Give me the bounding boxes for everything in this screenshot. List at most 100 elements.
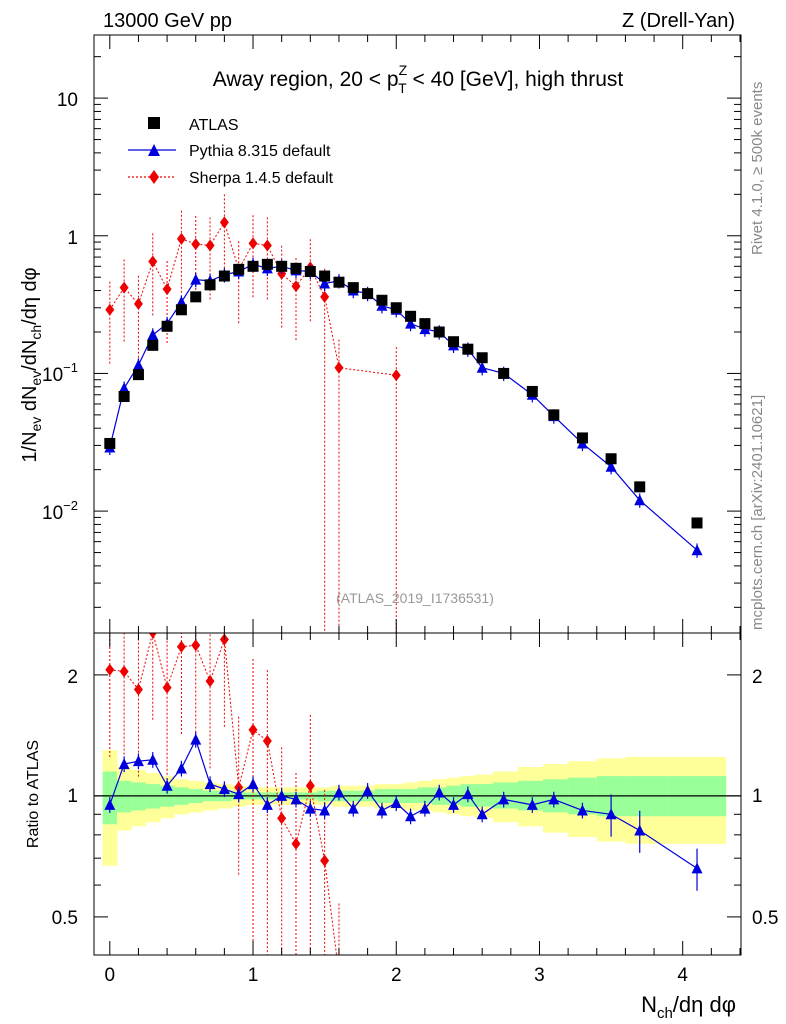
pythia-point [476,361,488,373]
atlas-point [175,304,187,316]
pythia-ratio-point [319,804,331,816]
atlas-point [204,279,216,291]
sherpa-point [320,290,330,303]
sherpa-ratio-point [105,663,115,676]
pythia-ratio-point [548,793,560,805]
pythia-ratio-point [247,778,259,790]
sherpa-ratio-point [277,812,287,825]
pythia-ratio-point [218,783,230,795]
pythia-ratio-point [605,808,617,820]
pythia-ratio-point [476,808,488,820]
atlas-point [498,367,510,379]
sherpa-point [291,280,301,293]
sherpa-point [391,369,401,382]
x-tick-label: 2 [391,965,402,986]
pythia-ratio-point [333,786,345,798]
atlas-point [526,385,538,397]
header-right: Z (Drell-Yan) [622,10,735,32]
pythia-ratio-point [433,786,445,798]
ratio-y-axis-label: Ratio to ATLAS [25,740,42,848]
x-tick-label: 4 [677,965,688,986]
pythia-point [605,460,617,472]
axis-ticks [94,35,741,955]
pythia-line [109,263,698,551]
sherpa-point [248,237,258,250]
sherpa-ratio-point [133,683,143,696]
atlas-point [132,369,144,381]
pythia-ratio-point [576,804,588,816]
sherpa-ratio-point [119,665,129,678]
sherpa-point [176,232,186,245]
pythia-point [147,329,159,341]
atlas-point [548,409,560,421]
sherpa-point [148,255,158,268]
legend-sherpa-label: Sherpa 1.4.5 default [189,170,334,187]
pythia-ratio-point [419,802,431,814]
pythia-ratio-point [405,810,417,822]
sherpa-ratio-point [248,723,258,736]
atlas-point [634,481,646,493]
sherpa-point [191,238,201,251]
band-inner [446,785,462,805]
sherpa-point [133,297,143,310]
sherpa-point [162,283,172,296]
pythia-point [319,277,331,289]
ratio-panel-frame [93,632,742,956]
legend-pythia-marker [148,144,160,156]
pythia-ratio-point [118,758,130,770]
legend-atlas-marker [148,117,160,129]
atlas-point [347,282,359,294]
atlas-point [433,326,445,338]
pythia-ratio-point [304,802,316,814]
ratio-tick-label-2: 2 [67,667,78,688]
atlas-point [419,318,431,330]
pythia-ratio-point [376,804,388,816]
legend-atlas-label: ATLAS [189,117,239,134]
atlas-point [261,258,273,270]
pythia-ratio-point [634,824,646,836]
pythia-ratio-point [462,788,474,800]
x-axis-label: Nch/dη dφ [641,992,736,1022]
x-tick-label: 1 [248,965,259,986]
analysis-label: (ATLAS_2019_I1736531) [336,590,494,606]
atlas-point [476,352,488,364]
sherpa-point [219,216,229,229]
sherpa-point [105,303,115,316]
header-left: 13000 GeV pp [103,10,232,32]
atlas-point [276,260,288,272]
x-tick-label: 0 [105,965,116,986]
y-tick-label-1: 1 [67,228,78,249]
atlas-point [376,294,388,306]
sherpa-ratio-point [291,837,301,850]
pythia-ratio-point [233,788,245,800]
ratio-tick-label-right-2: 2 [752,667,763,688]
pythia-point [190,273,202,285]
pythia-point [132,359,144,371]
ratio-tick-label-right-0.5: 0.5 [752,908,778,929]
atlas-point [233,263,245,275]
atlas-point [319,270,331,282]
atlas-point [333,276,345,288]
pythia-ratio-point [175,762,187,774]
legend-sherpa-marker [149,170,159,184]
pythia-point [691,544,703,556]
sherpa-point [262,239,272,252]
atlas-point [247,260,259,272]
atlas-point [605,453,617,465]
pythia-ratio-point [147,753,159,765]
pythia-ratio-point [691,862,703,874]
pythia-ratio-point [498,793,510,805]
y-tick-label-10: 10 [57,90,78,111]
sherpa-point [119,281,129,294]
plot-title: Away region, 20 < pZ T < 40 [GeV], high t… [213,62,624,96]
sherpa-ratio-point [305,779,315,792]
sherpa-ratio-point [148,633,157,639]
atlas-point [218,270,230,282]
sherpa-ratio-point [205,675,215,688]
atlas-point [118,390,130,402]
sherpa-ratio-point [162,681,172,694]
pythia-ratio-point [448,798,460,810]
sherpa-ratio-point [191,639,201,652]
pythia-ratio-point [204,778,216,790]
